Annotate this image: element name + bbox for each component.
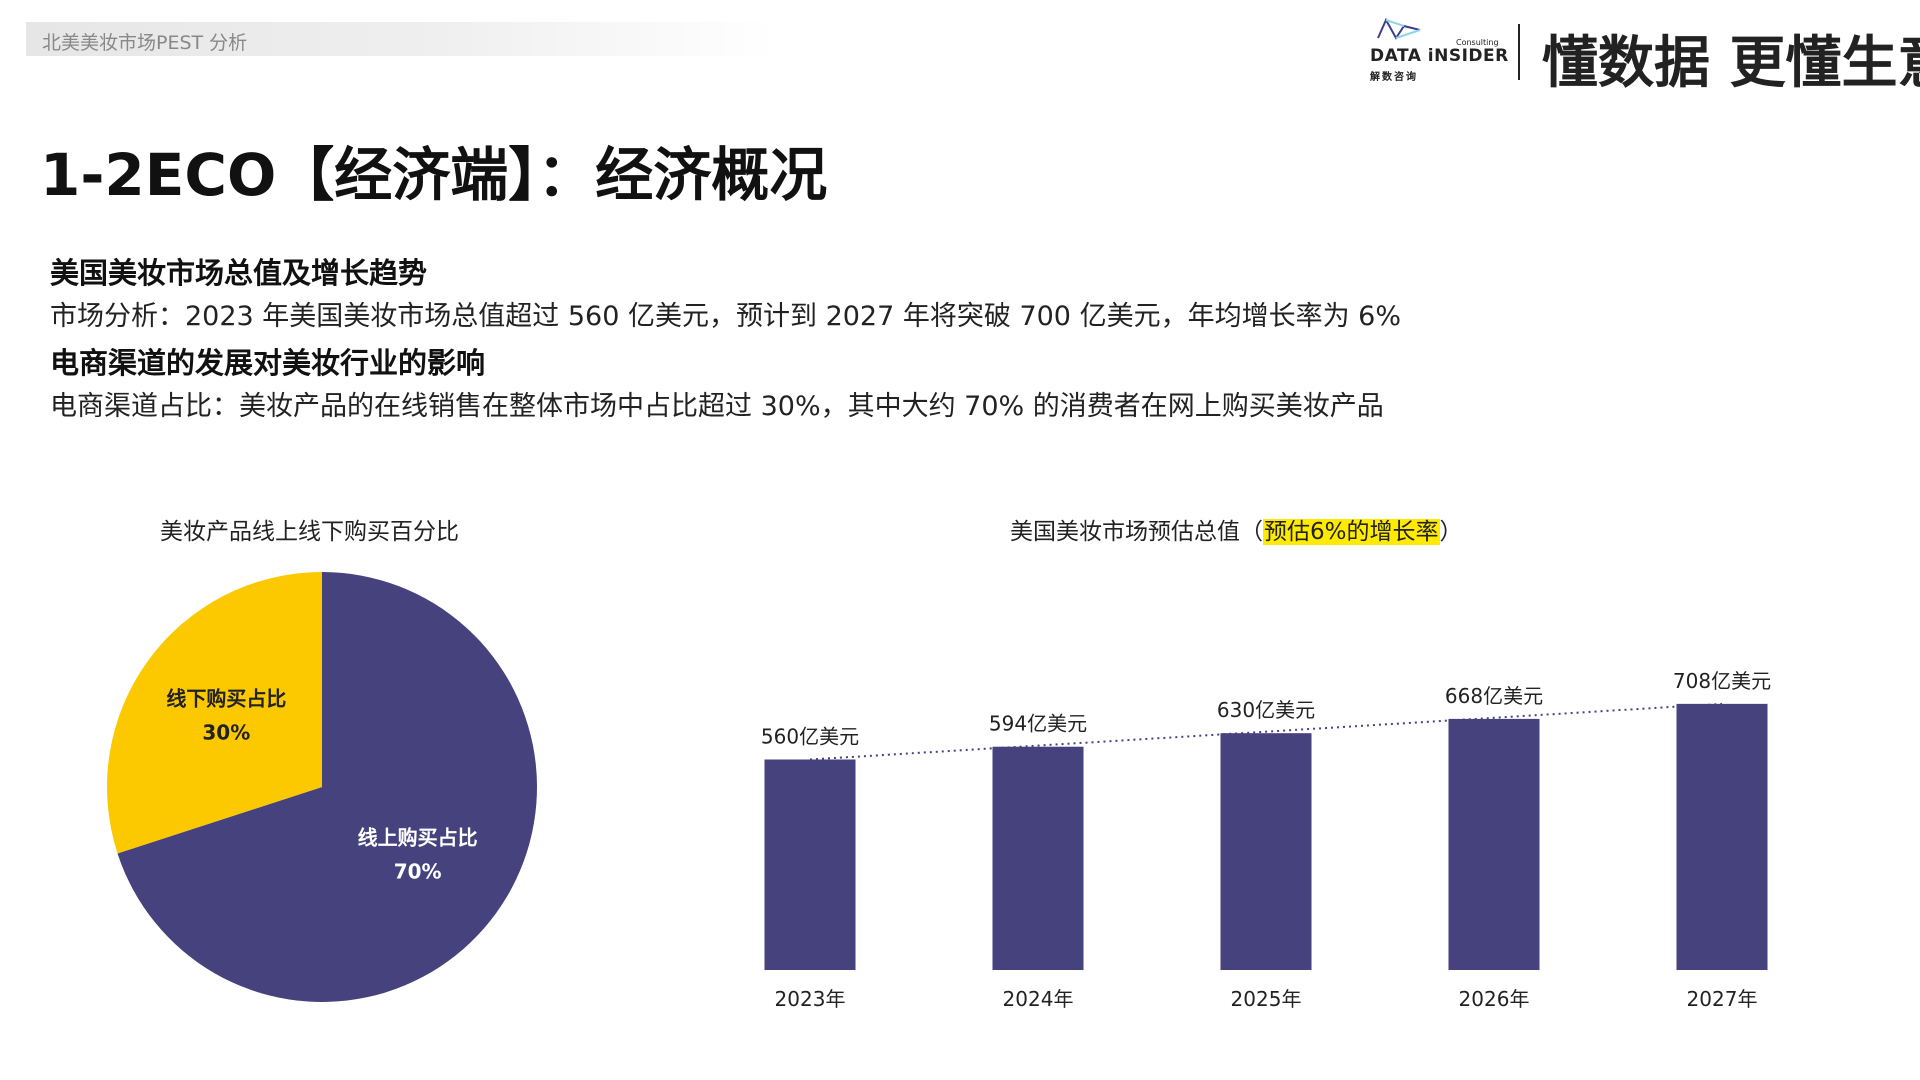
bar — [1220, 733, 1312, 970]
pie-slice-label: 线下购买占比 — [166, 686, 286, 710]
x-tick-label: 2024年 — [1003, 987, 1074, 1011]
page-title: 1-2ECO【经济端】：经济概况 — [40, 141, 828, 209]
top-banner: 北美美妆市场PEST 分析 — [26, 22, 776, 56]
brand-name-en: DATA iNSIDER — [1370, 46, 1509, 66]
bar-chart-title-end: ） — [1439, 519, 1463, 545]
data-insider-logo-icon — [1377, 17, 1421, 40]
x-tick-label: 2027年 — [1687, 987, 1758, 1011]
bar-chart: 560亿美元 2023年 594亿美元 2024年 630亿美元 2025年 668亿美元 2… — [761, 669, 1771, 1011]
brand-logo: Consulting DATA iNSIDER 解数咨询 懂数据 更懂生意 — [1370, 16, 1920, 96]
brand-consulting-text: Consulting — [1456, 38, 1499, 47]
trend-line — [809, 702, 1723, 761]
pie-chart: 线上购买占比 70% 线下购买占比 30% — [106, 572, 537, 1002]
bar-chart-title-highlight: 预估6%的增长率 — [1263, 519, 1440, 545]
pie-slice — [117, 572, 537, 1002]
bar — [764, 759, 856, 970]
brand-divider — [1518, 24, 1520, 80]
pie-slice-value: 70% — [394, 860, 442, 884]
bar — [992, 746, 1084, 970]
bar-chart-title: 美国美妆市场预估总值（预估6%的增长率） — [1010, 512, 1463, 546]
x-tick-label: 2025年 — [1231, 987, 1302, 1011]
x-tick-label: 2026年 — [1459, 987, 1530, 1011]
section-text-market-value: 市场分析：2023 年美国美妆市场总值超过 560 亿美元，预计到 2027 年… — [50, 301, 1401, 332]
bar-value-label: 594亿美元 — [989, 712, 1087, 736]
bar — [1676, 703, 1768, 970]
pie-slice-label: 线上购买占比 — [358, 826, 478, 850]
pie-chart-title: 美妆产品线上线下购买百分比 — [160, 519, 459, 545]
bar — [1448, 718, 1540, 970]
bar-value-label: 708亿美元 — [1673, 669, 1771, 693]
breadcrumb: 北美美妆市场PEST 分析 — [42, 32, 248, 54]
bar-value-label: 668亿美元 — [1445, 684, 1543, 708]
pie-slice — [106, 572, 322, 854]
x-tick-label: 2023年 — [775, 987, 846, 1011]
section-text-ecommerce: 电商渠道占比：美妆产品的在线销售在整体市场中占比超过 30%，其中大约 70% … — [50, 391, 1384, 422]
brand-slogan: 懂数据 更懂生意 — [1542, 31, 1920, 96]
pie-slice-value: 30% — [202, 720, 250, 744]
bar-chart-title-main: 美国美妆市场预估总值（ — [1010, 519, 1263, 545]
section-heading-ecommerce: 电商渠道的发展对美妆行业的影响 — [50, 346, 486, 380]
bar-value-label: 630亿美元 — [1217, 698, 1315, 722]
brand-name-cn: 解数咨询 — [1370, 72, 1418, 83]
section-heading-market-value: 美国美妆市场总值及增长趋势 — [50, 256, 428, 290]
bar-value-label: 560亿美元 — [761, 724, 859, 748]
